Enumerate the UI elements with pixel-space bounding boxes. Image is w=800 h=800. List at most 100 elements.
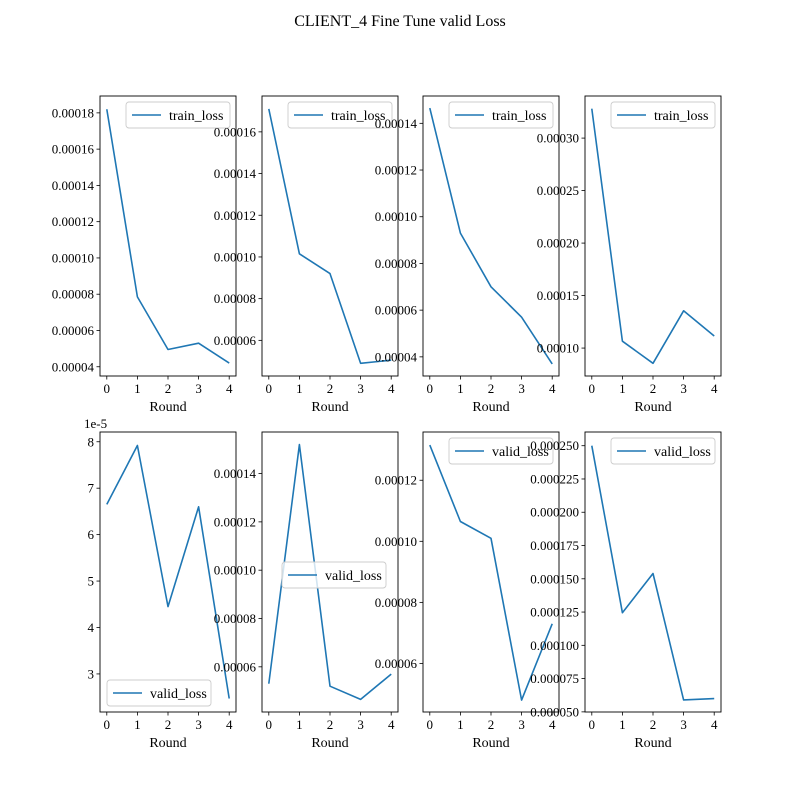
y-tick-label: 0.00008 (214, 611, 256, 626)
legend-label: valid_loss (654, 445, 711, 460)
x-tick-label: 1 (457, 381, 464, 396)
figure-title: CLIENT_4 Fine Tune valid Loss (294, 13, 506, 30)
x-tick-label: 0 (104, 381, 111, 396)
x-tick-label: 2 (327, 717, 334, 732)
y-tick-label: 0.00012 (52, 214, 94, 229)
x-tick-label: 2 (327, 381, 334, 396)
y-tick-label: 0.00025 (537, 183, 579, 198)
x-tick-label: 4 (226, 381, 233, 396)
x-tick-label: 2 (650, 717, 657, 732)
legend-box (287, 101, 393, 129)
legend-label: train_loss (654, 109, 708, 124)
y-tick-label: 0.00006 (214, 333, 257, 348)
legend: train_loss (125, 101, 231, 129)
y-tick-label: 0.00010 (214, 249, 256, 264)
y-tick-label: 0.000175 (530, 538, 579, 553)
x-tick-label: 3 (680, 381, 687, 396)
x-tick-label: 3 (357, 381, 364, 396)
y-tick-label: 0.000250 (530, 438, 579, 453)
axes-frame (261, 95, 399, 377)
y-tick-label: 0.00010 (537, 341, 579, 356)
x-tick-label: 2 (488, 717, 495, 732)
legend-box (448, 437, 554, 465)
x-tick-label: 2 (488, 381, 495, 396)
x-tick-label: 4 (549, 717, 556, 732)
y-tick-label: 5 (88, 574, 95, 589)
legend-label: train_loss (331, 109, 385, 124)
y-tick-label: 0.00030 (537, 131, 579, 146)
axes-frame (584, 431, 722, 713)
x-tick-label: 0 (266, 381, 273, 396)
y-tick-label: 0.000075 (530, 671, 579, 686)
subplot-5: 3 4 5 6 7 8 0 1 2 3 4 Round 1e-5 valid_loss (84, 416, 237, 751)
y-tick-label: 0.00006 (375, 303, 418, 318)
legend-label: valid_loss (325, 569, 382, 584)
legend-label: valid_loss (492, 445, 549, 460)
y-tick-label: 0.00010 (375, 209, 417, 224)
y-tick-label: 0.00006 (375, 656, 418, 671)
y-tick-label: 0.00020 (537, 236, 579, 251)
y-tick-label: 0.00018 (52, 105, 94, 120)
y-tick-label: 0.00008 (214, 291, 256, 306)
y-tick-label: 0.000100 (530, 638, 579, 653)
y-tick-label: 0.00015 (537, 288, 579, 303)
subplot-8: 0.000050 0.000075 0.000100 0.000125 0.000150… (530, 431, 722, 751)
x-axis-label: Round (311, 736, 348, 751)
x-tick-label: 1 (457, 717, 464, 732)
x-tick-label: 4 (388, 717, 395, 732)
y-tick-label: 0.00014 (375, 116, 418, 131)
subplot-1: 0.00004 0.00006 0.00008 0.00010 0.00012 0.000… (52, 95, 237, 415)
y-tick-label: 0.00008 (52, 287, 94, 302)
axes-frame (99, 95, 237, 377)
subplot-4: 0.00010 0.00015 0.00020 0.00025 0.00030 0 1 2 3 4… (537, 95, 722, 415)
subplot-3: 0.00004 0.00006 0.00008 0.00010 0.00012 0.000… (375, 95, 560, 415)
legend: valid_loss (610, 437, 716, 465)
y-tick-label: 0.00006 (214, 659, 257, 674)
legend: train_loss (287, 101, 393, 129)
x-tick-label: 0 (589, 381, 596, 396)
y-tick-label: 0.00016 (214, 124, 257, 139)
y-tick-label: 8 (88, 434, 95, 449)
x-tick-label: 3 (680, 717, 687, 732)
y-tick-label: 0.000125 (530, 605, 579, 620)
x-tick-label: 4 (549, 381, 556, 396)
y-tick-label: 0.00012 (214, 208, 256, 223)
legend-label: train_loss (492, 109, 546, 124)
y-offset-label: 1e-5 (84, 416, 107, 431)
x-tick-label: 3 (195, 381, 202, 396)
y-tick-label: 0.000150 (530, 571, 579, 586)
x-tick-label: 3 (357, 717, 364, 732)
x-axis-label: Round (472, 400, 509, 415)
x-tick-label: 1 (134, 717, 141, 732)
x-tick-label: 4 (711, 381, 718, 396)
legend-box (125, 101, 231, 129)
x-tick-label: 1 (296, 381, 303, 396)
x-axis-label: Round (634, 400, 671, 415)
y-tick-label: 0.00010 (214, 563, 256, 578)
x-tick-label: 3 (195, 717, 202, 732)
y-tick-label: 0.00014 (214, 466, 257, 481)
x-axis-label: Round (472, 736, 509, 751)
x-axis-label: Round (149, 400, 186, 415)
legend-box (610, 101, 716, 129)
axes-frame (422, 95, 560, 377)
y-tick-label: 0.00008 (375, 595, 417, 610)
axes-frame (99, 431, 237, 713)
subplot-2: 0.00006 0.00008 0.00010 0.00012 0.00014 0.000… (214, 95, 399, 415)
x-tick-label: 0 (266, 717, 273, 732)
x-tick-label: 1 (296, 717, 303, 732)
y-tick-label: 0.00014 (52, 178, 95, 193)
y-tick-label: 0.00004 (52, 359, 95, 374)
subplot-7: 0.00006 0.00008 0.00010 0.00012 0 1 2 3 4 Round va… (375, 431, 560, 751)
y-tick-label: 0.00010 (52, 250, 94, 265)
y-tick-label: 6 (88, 527, 95, 542)
y-tick-label: 0.000225 (530, 471, 579, 486)
x-tick-label: 0 (427, 717, 434, 732)
legend-box (106, 679, 212, 707)
x-tick-label: 3 (518, 717, 525, 732)
y-tick-label: 3 (88, 666, 95, 681)
legend-label: train_loss (169, 109, 223, 124)
x-tick-label: 3 (518, 381, 525, 396)
y-tick-label: 0.00016 (52, 142, 95, 157)
